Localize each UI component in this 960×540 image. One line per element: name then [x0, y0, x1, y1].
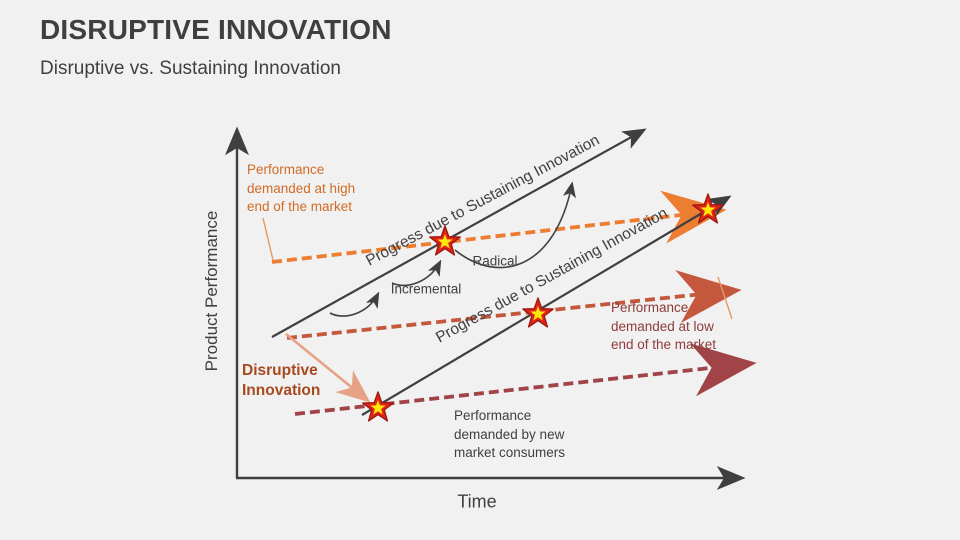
low-end-demand-note: Performance demanded at low end of the m…: [611, 300, 717, 352]
high-end-demand-note: Performance demanded at high end of the …: [247, 162, 356, 214]
low-end-note-connector-line: [717, 276, 733, 320]
incremental-hop-arrow-1: [329, 291, 380, 317]
high-end-note-connector-line: [262, 217, 274, 261]
x-axis-label: Time: [457, 491, 497, 512]
y-axis-label: Product Performance: [202, 210, 221, 372]
star-marker-bottom: [362, 391, 394, 422]
sustaining-line-bottom: [361, 195, 732, 416]
disruptive-innovation-arrow: [285, 332, 371, 403]
incremental-hop-arrow-2: [391, 259, 442, 287]
slide-subtitle: Disruptive vs. Sustaining Innovation: [40, 58, 341, 79]
slide-title: DISRUPTIVE INNOVATION: [40, 14, 392, 45]
radical-leap-arrow: [454, 181, 576, 269]
star-marker-right: [692, 193, 724, 224]
radical-label: Radical: [472, 253, 518, 269]
incremental-label: Incremental: [390, 281, 462, 297]
sustaining-line-top: [271, 128, 647, 338]
new-market-demand-note: Performance demanded by new market consu…: [454, 408, 566, 460]
star-marker-middle: [522, 297, 554, 328]
disruptive-innovation-label: Disruptive Innovation: [242, 362, 321, 399]
